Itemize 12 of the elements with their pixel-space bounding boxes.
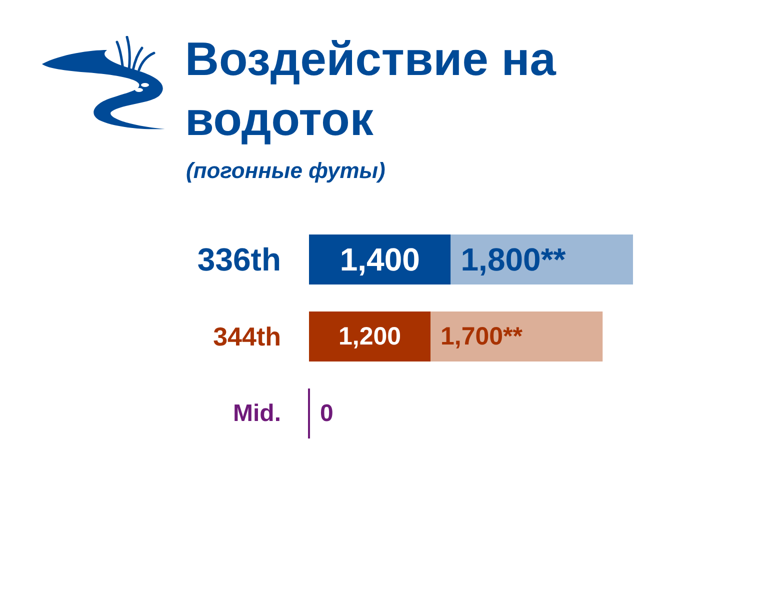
data-label: 0 [320, 400, 334, 427]
bar [309, 312, 430, 362]
chart-subtitle: (погонные футы) [186, 158, 386, 184]
bar [430, 312, 603, 362]
data-label: 1,200 [338, 322, 402, 350]
data-label: 1,700** [440, 322, 523, 350]
data-label: 1,400 [340, 242, 420, 278]
y-tick-label: Mid. [233, 400, 281, 427]
y-tick-label: 344th [213, 322, 281, 352]
y-tick-label: 336th [197, 242, 281, 278]
chart-title: Воздействие на водоток [185, 31, 558, 147]
data-label: 1,800** [460, 242, 566, 278]
